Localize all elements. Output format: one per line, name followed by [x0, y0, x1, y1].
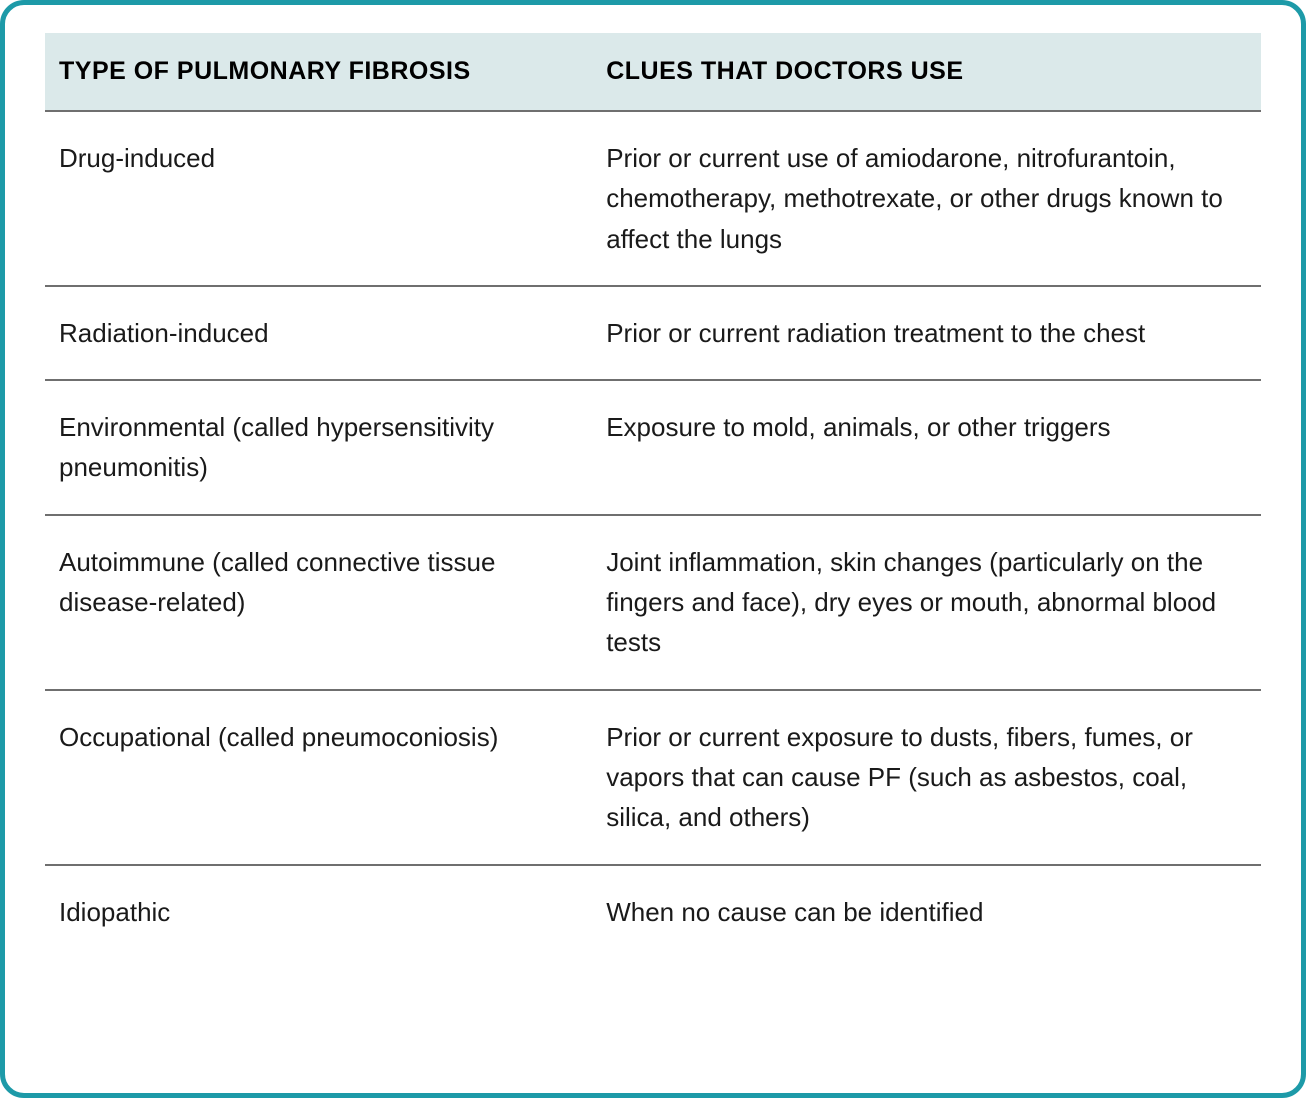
cell-type: Autoimmune (called connective tissue dis…: [45, 515, 592, 690]
col-header-clues: CLUES THAT DOCTORS USE: [592, 33, 1261, 111]
table-row: Environmental (called hypersensitivity p…: [45, 380, 1261, 515]
table-row: Radiation-induced Prior or current radia…: [45, 286, 1261, 380]
cell-type: Drug-induced: [45, 111, 592, 286]
pf-types-table: TYPE OF PULMONARY FIBROSIS CLUES THAT DO…: [45, 33, 1261, 940]
cell-type: Environmental (called hypersensitivity p…: [45, 380, 592, 515]
cell-clues: Prior or current radiation treatment to …: [592, 286, 1261, 380]
cell-type: Occupational (called pneumoconiosis): [45, 690, 592, 865]
table-row: Idiopathic When no cause can be identifi…: [45, 865, 1261, 940]
cell-type: Idiopathic: [45, 865, 592, 940]
cell-clues: Exposure to mold, animals, or other trig…: [592, 380, 1261, 515]
cell-clues: Prior or current use of amiodarone, nitr…: [592, 111, 1261, 286]
cell-clues: Joint inflammation, skin changes (partic…: [592, 515, 1261, 690]
cell-clues: When no cause can be identified: [592, 865, 1261, 940]
cell-clues: Prior or current exposure to dusts, fibe…: [592, 690, 1261, 865]
table-row: Drug-induced Prior or current use of ami…: [45, 111, 1261, 286]
col-header-type: TYPE OF PULMONARY FIBROSIS: [45, 33, 592, 111]
table-body: Drug-induced Prior or current use of ami…: [45, 111, 1261, 940]
table-header: TYPE OF PULMONARY FIBROSIS CLUES THAT DO…: [45, 33, 1261, 111]
table-row: Occupational (called pneumoconiosis) Pri…: [45, 690, 1261, 865]
table-header-row: TYPE OF PULMONARY FIBROSIS CLUES THAT DO…: [45, 33, 1261, 111]
table-row: Autoimmune (called connective tissue dis…: [45, 515, 1261, 690]
table-card: TYPE OF PULMONARY FIBROSIS CLUES THAT DO…: [0, 0, 1306, 1098]
cell-type: Radiation-induced: [45, 286, 592, 380]
